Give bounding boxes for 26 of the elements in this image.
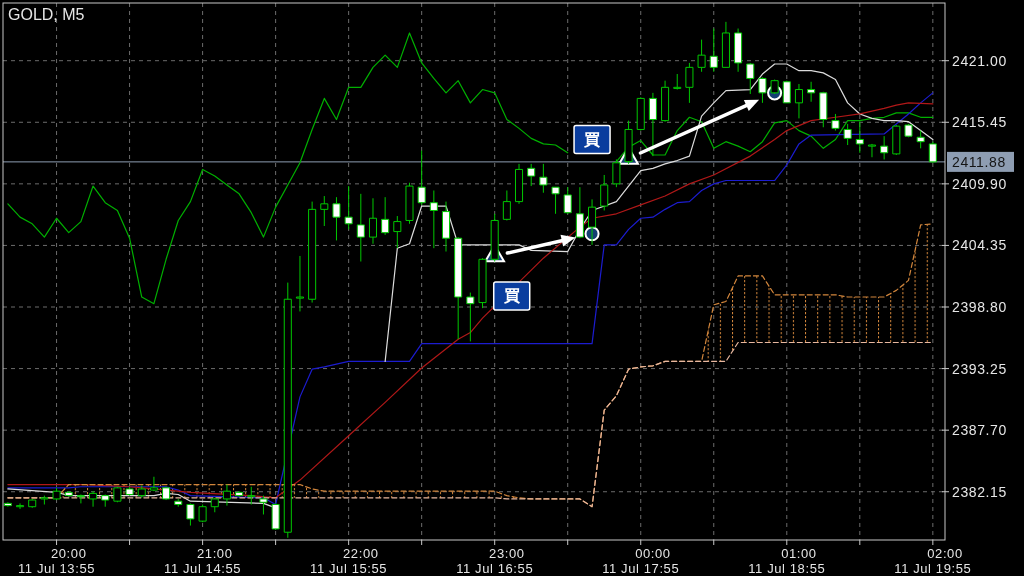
y-tick-label: 2404.35 <box>952 237 1007 254</box>
x2-tick-label: 22:00 <box>343 545 379 561</box>
y-tick-label: 2393.25 <box>952 360 1007 377</box>
x2-tick-label: 01:00 <box>781 545 817 561</box>
y-tick-label: 2382.15 <box>952 483 1007 500</box>
y-tick-label: 2421.00 <box>952 52 1007 69</box>
x-tick-label: 11 Jul 17:55 <box>602 560 680 576</box>
y-tick-label: 2398.80 <box>952 299 1007 315</box>
x-tick-label: 11 Jul 18:55 <box>748 560 826 576</box>
x-tick-label: 11 Jul 16:55 <box>456 560 534 576</box>
ref-line-label: 2411.88 <box>952 153 1006 170</box>
x2-tick-label: 20:00 <box>50 545 87 561</box>
y-tick-label: 2387.70 <box>952 422 1007 439</box>
chart-title: GOLD, M5 <box>8 6 85 23</box>
annotation: 買 <box>583 129 601 149</box>
x2-tick-label: 23:00 <box>489 545 525 561</box>
x2-tick-label: 02:00 <box>927 545 963 561</box>
annotation: 買 <box>502 286 520 306</box>
x2-tick-label: 21:00 <box>196 545 233 561</box>
y-tick-label: 2409.90 <box>952 175 1007 192</box>
x-tick-label: 11 Jul 14:55 <box>164 560 242 576</box>
x-tick-label: 11 Jul 15:55 <box>310 560 388 576</box>
y-tick-label: 2415.45 <box>952 114 1007 131</box>
x-tick-label: 11 Jul 13:55 <box>18 560 96 576</box>
x2-tick-label: 00:00 <box>635 545 671 561</box>
x-tick-label: 11 Jul 19:55 <box>894 560 972 576</box>
